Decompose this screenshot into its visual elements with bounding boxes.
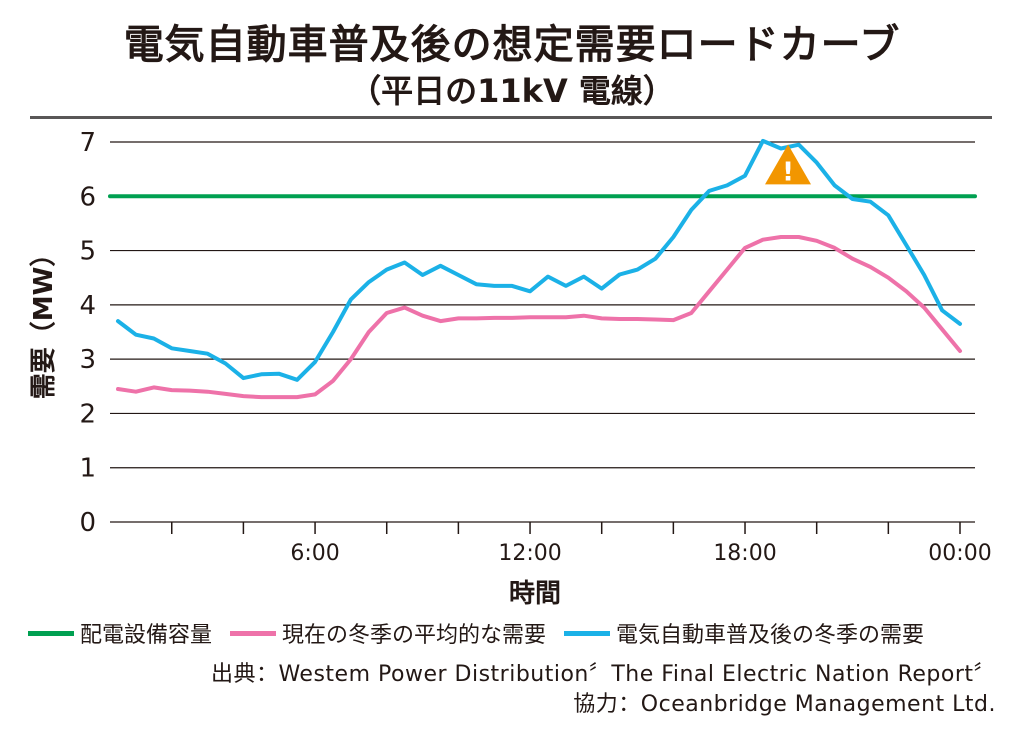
y-tick-label-6: 6 [79,182,96,212]
title-divider [30,116,992,119]
legend: 配電設備容量 現在の冬季の平均的な需要 電気自動車普及後の冬季の需要 [28,616,1008,650]
grid-lines [110,141,975,523]
y-tick-label-4: 4 [79,291,96,321]
source-line: 出典：Westem Power Distribution〞The Final E… [210,662,996,687]
x-tick-label-0000: 00:00 [928,541,991,566]
legend-label-capacity: 配電設備容量 [80,623,213,648]
legend-swatch-current-winter [230,630,277,636]
y-tick-label-3: 3 [79,345,96,375]
legend-label-current-winter: 現在の冬季の平均的な需要 [282,623,547,648]
y-axis-label: 需要（MW） [29,241,59,400]
legend-item-capacity: 配電設備容量 [28,617,212,649]
source-credit: 出典：Westem Power Distribution〞The Final E… [211,660,996,720]
y-tick-label-2: 2 [79,399,96,429]
series-line-3 [116,138,962,382]
warning-icon: ! [765,144,812,187]
legend-item-ev-winter: 電気自動車普及後の冬季の需要 [564,617,924,649]
y-tick-label-5: 5 [79,237,96,267]
chart-subtitle: （平日の11kV 電線） [349,72,675,110]
y-tick-label-7: 7 [79,128,96,158]
chart-title: 電気自動車普及後の想定需要ロードカーブ [123,22,901,68]
warning-glyph: ! [782,157,794,187]
x-axis: 6:00 12:00 18:00 00:00 [170,522,992,566]
x-tick-label-1200: 12:00 [498,541,561,566]
series-line-2 [116,235,962,400]
x-axis-label: 時間 [509,579,561,609]
x-tick-label-600: 6:00 [290,541,339,566]
legend-label-ev-winter: 電気自動車普及後の冬季の需要 [616,623,925,648]
warning-triangle [765,144,812,185]
y-tick-label-1: 1 [79,454,96,484]
legend-swatch-capacity [28,630,74,636]
legend-swatch-ev-winter [564,630,611,636]
y-tick-labels: 0 1 2 3 4 5 6 7 [79,128,96,538]
x-tick-label-1800: 18:00 [713,541,776,566]
annotations: ! [765,144,812,187]
series-lines [108,138,977,400]
legend-item-current-winter: 現在の冬季の平均的な需要 [230,617,546,649]
y-tick-label-0: 0 [79,508,96,538]
credit-line: 協力：Oceanbridge Management Ltd. [573,692,996,717]
